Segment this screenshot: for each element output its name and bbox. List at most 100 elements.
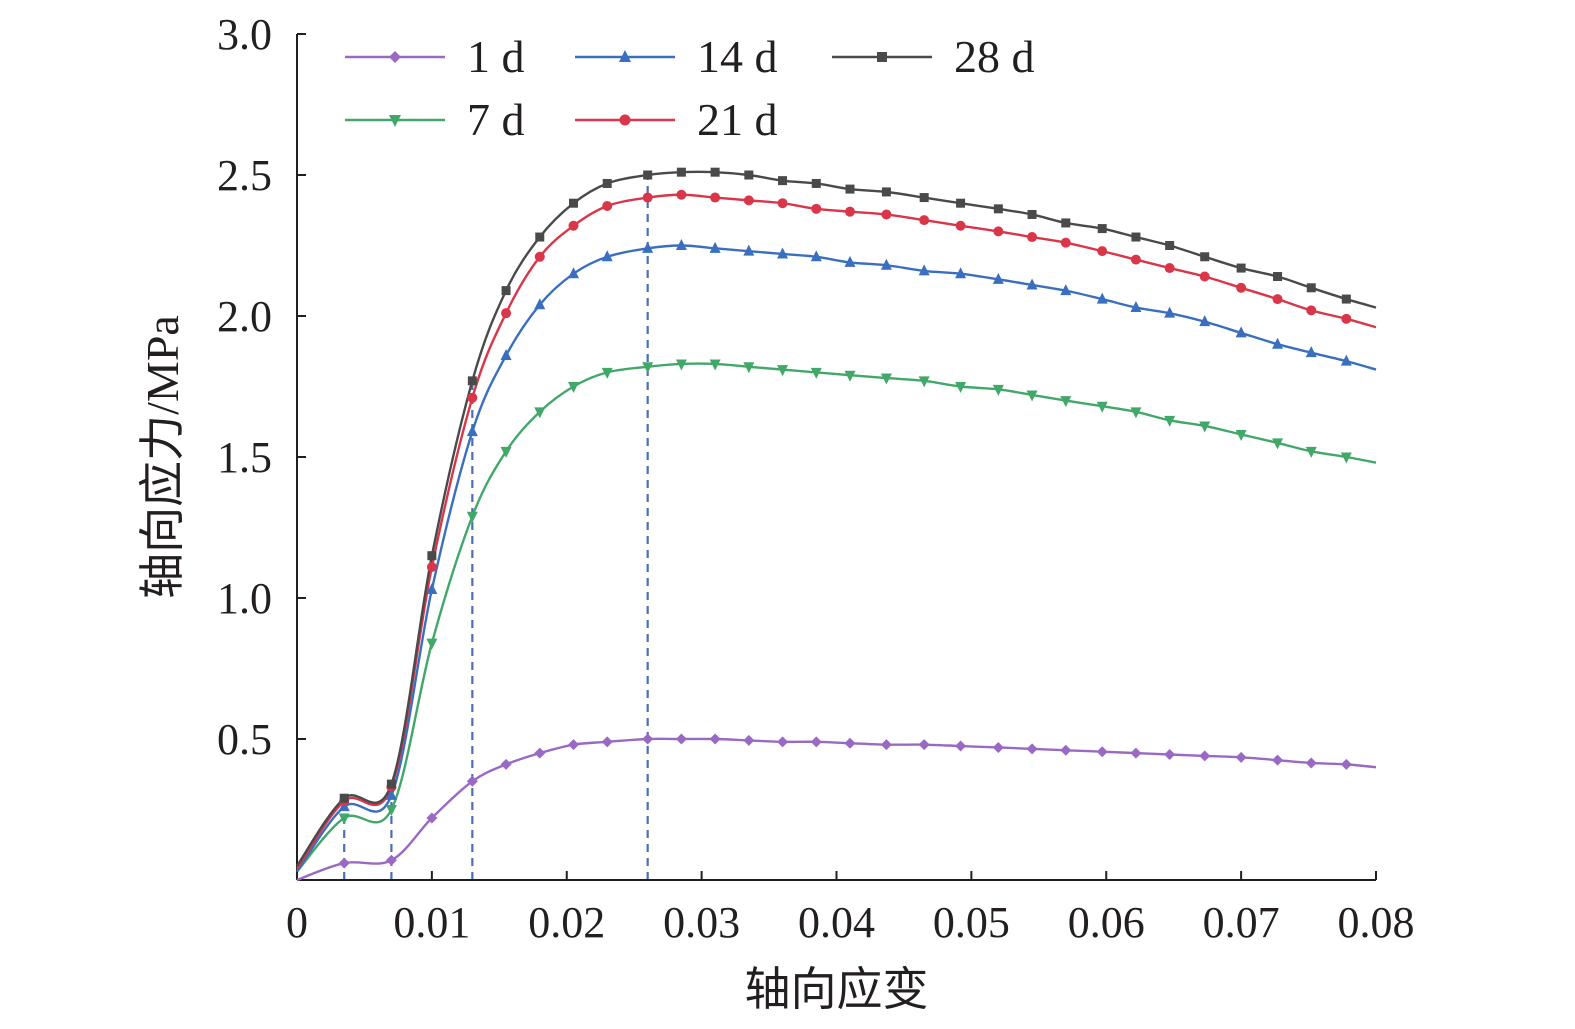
data-point-1d: [743, 734, 755, 746]
legend-label: 1 d: [467, 31, 525, 82]
data-point-7d: [338, 813, 350, 825]
data-point-7d: [1096, 401, 1108, 413]
data-point-21d: [501, 308, 512, 319]
data-point-14d: [675, 239, 687, 250]
data-point-7d: [1060, 396, 1072, 408]
x-tick-label: 0.02: [528, 898, 605, 947]
legend-label: 21 d: [697, 94, 778, 145]
data-point-21d: [844, 206, 855, 217]
series-line-7d: [296, 362, 1377, 873]
data-point-21d: [1272, 294, 1283, 305]
y-tick-label: 0.5: [217, 715, 272, 764]
x-axis-ticks: 0 0.01 0.02 0.03 0.04 0.05 0.06 0.07 0.08: [286, 871, 1415, 947]
data-point-28d: [1200, 252, 1210, 262]
legend-label: 28 d: [954, 31, 1035, 82]
data-point-28d: [1131, 232, 1141, 242]
series-line-1d: [296, 737, 1377, 882]
data-point-1d: [601, 736, 613, 748]
data-point-1d: [642, 733, 654, 745]
data-point-7d: [992, 384, 1004, 396]
data-point-7d: [844, 370, 856, 382]
data-point-28d: [778, 176, 788, 186]
legend: 1 d 14 d 28 d 7 d 21 d: [345, 31, 1035, 145]
data-point-14d: [777, 247, 789, 259]
data-point-14d: [500, 348, 512, 360]
data-point-1d: [466, 775, 478, 787]
reference-lines: [343, 175, 649, 880]
series-line-28d: [296, 170, 1377, 867]
legend-item-28d: 28 d: [832, 31, 1035, 82]
data-point-1d: [567, 739, 579, 751]
data-point-7d: [1272, 438, 1284, 450]
legend-swatch-marker: [619, 114, 631, 126]
data-point-21d: [881, 209, 892, 220]
legend-item-14d: 14 d: [575, 31, 778, 82]
data-point-28d: [881, 187, 891, 197]
data-point-21d: [955, 220, 966, 231]
data-point-1d: [1199, 750, 1211, 762]
data-point-14d: [1026, 278, 1038, 290]
data-point-28d: [919, 193, 929, 203]
data-point-21d: [467, 392, 478, 403]
data-point-28d: [1341, 294, 1351, 304]
data-point-7d: [642, 362, 654, 374]
data-point-28d: [1027, 209, 1037, 219]
data-point-21d: [1060, 237, 1071, 248]
data-point-28d: [643, 170, 653, 180]
data-point-28d: [467, 376, 477, 386]
legend-item-21d: 21 d: [575, 94, 778, 145]
series-line-21d: [296, 193, 1377, 870]
data-point-21d: [426, 561, 437, 572]
data-point-21d: [602, 201, 613, 212]
data-point-28d: [1306, 283, 1316, 293]
data-point-1d: [955, 740, 967, 752]
data-point-21d: [642, 192, 653, 203]
axes: [296, 34, 1376, 881]
data-point-14d: [601, 250, 613, 262]
data-point-7d: [880, 373, 892, 385]
x-tick-label: 0.08: [1338, 898, 1415, 947]
data-point-21d: [1341, 313, 1352, 324]
data-point-14d: [709, 241, 721, 253]
data-point-14d: [810, 250, 822, 262]
data-point-14d: [1164, 306, 1176, 318]
y-tick-label: 3.0: [217, 10, 272, 59]
data-point-7d: [955, 382, 967, 393]
data-point-1d: [426, 812, 438, 824]
data-point-14d: [642, 241, 654, 253]
y-axis-title: 轴向应力/MPa: [137, 315, 188, 599]
data-point-14d: [1199, 315, 1211, 327]
data-point-14d: [1130, 301, 1142, 313]
data-point-28d: [676, 167, 686, 177]
data-point-21d: [1236, 282, 1247, 293]
data-point-14d: [385, 788, 397, 800]
data-point-14d: [918, 264, 930, 276]
data-point-28d: [811, 178, 821, 188]
data-point-7d: [1164, 415, 1176, 427]
data-point-21d: [1130, 254, 1141, 265]
data-point-1d: [1026, 743, 1038, 755]
legend-item-7d: 7 d: [345, 94, 525, 145]
data-point-1d: [338, 857, 350, 869]
series-markers: [338, 167, 1352, 869]
data-point-14d: [534, 298, 546, 310]
data-point-21d: [777, 198, 788, 209]
data-point-21d: [993, 226, 1004, 237]
data-point-28d: [568, 198, 578, 208]
data-point-7d: [1305, 446, 1317, 458]
data-point-1d: [385, 854, 397, 866]
data-point-14d: [955, 267, 967, 279]
x-tick-label: 0.01: [393, 898, 470, 947]
data-point-1d: [880, 739, 892, 751]
legend-swatch-marker: [877, 52, 887, 62]
data-point-21d: [743, 195, 754, 206]
y-tick-label: 2.0: [217, 292, 272, 341]
x-tick-label: 0.06: [1068, 898, 1145, 947]
data-point-7d: [675, 359, 687, 371]
data-point-7d: [918, 376, 930, 388]
data-point-14d: [1096, 292, 1108, 304]
data-point-14d: [1060, 284, 1072, 296]
data-point-7d: [534, 407, 546, 419]
